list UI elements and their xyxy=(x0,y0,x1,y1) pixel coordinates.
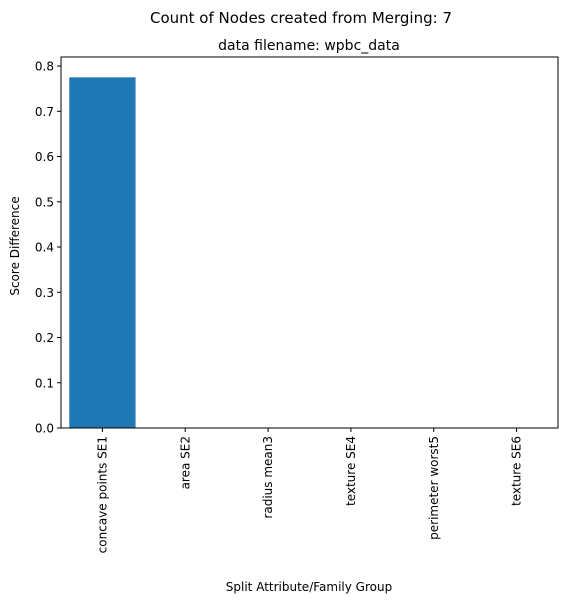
chart-title: data filename: wpbc_data xyxy=(218,38,400,54)
y-tick-label: 0.8 xyxy=(35,60,54,74)
y-axis-label: Score Difference xyxy=(8,196,22,295)
x-tick-label: concave points SE1 xyxy=(95,436,109,553)
x-axis-label: Split Attribute/Family Group xyxy=(226,580,392,594)
x-tick-label: texture SE6 xyxy=(510,436,524,506)
bars xyxy=(69,77,136,429)
x-tick-label: perimeter worst5 xyxy=(427,436,441,540)
y-tick-label: 0.0 xyxy=(35,422,54,436)
plot-frame xyxy=(60,56,559,429)
x-tick-label: texture SE4 xyxy=(344,436,358,506)
y-tick-label: 0.6 xyxy=(35,150,54,164)
y-tick-label: 0.3 xyxy=(35,286,54,300)
y-tick-label: 0.4 xyxy=(35,241,54,255)
y-tick-label: 0.1 xyxy=(35,376,54,390)
y-tick-label: 0.2 xyxy=(35,331,54,345)
y-axis-ticks: 0.0 0.1 0.2 0.3 0.4 0.5 0.6 0.7 0.8 xyxy=(35,60,61,436)
x-axis-ticks: concave points SE1 area SE2 radius mean3 te… xyxy=(95,428,524,553)
chart-suptitle: Count of Nodes created from Merging: 7 xyxy=(150,9,452,27)
x-tick-label: area SE2 xyxy=(178,436,192,489)
y-tick-label: 0.7 xyxy=(35,105,54,119)
bar-1 xyxy=(69,77,136,429)
x-tick-label: radius mean3 xyxy=(261,436,275,519)
y-tick-label: 0.5 xyxy=(35,195,54,209)
